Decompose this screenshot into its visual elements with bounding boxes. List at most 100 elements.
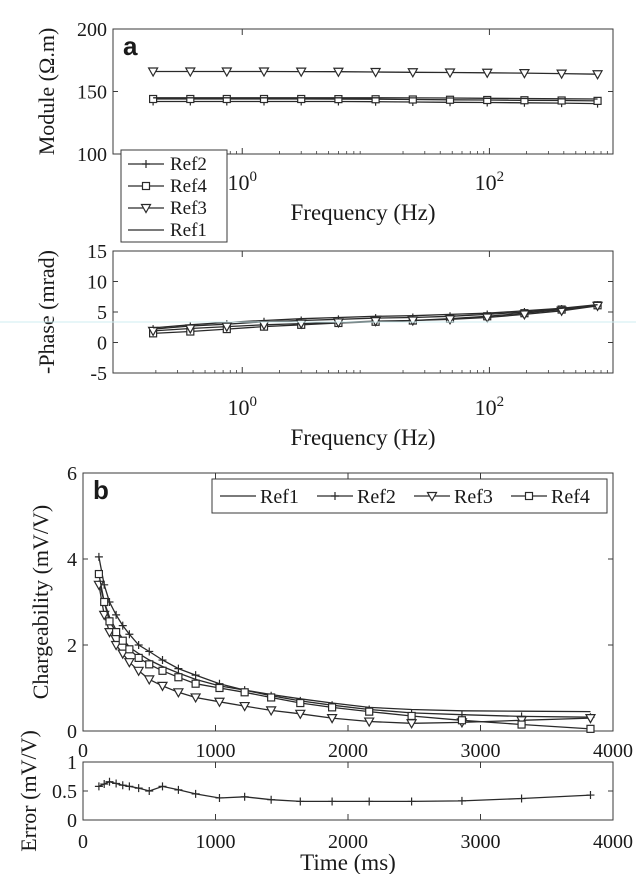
x-tick-label-1: 1000: [196, 740, 236, 762]
x-tick-label-4: 4000: [593, 740, 633, 762]
triangle-marker-8: [444, 68, 456, 79]
x-tick-label-3: 3000: [461, 831, 501, 853]
legend-label: Ref4: [551, 486, 590, 508]
square-marker-1: [141, 181, 151, 191]
y-tick-label-2: 4: [67, 549, 77, 571]
triangle-marker-5: [123, 658, 135, 668]
y-tick-label-0: 0: [67, 721, 77, 743]
legend-label: Ref2: [357, 486, 396, 508]
legend-label: Ref1: [170, 220, 207, 241]
triangle-marker-4: [295, 67, 307, 78]
plus-marker-4: [118, 621, 127, 630]
square-marker-20: [586, 724, 595, 733]
plus-marker-16: [365, 797, 374, 806]
triangle-marker-7: [143, 675, 155, 686]
square-marker-0: [149, 94, 158, 104]
plus-marker-20: [586, 791, 595, 800]
triangle-marker-4: [117, 649, 129, 660]
legend-label: Ref4: [170, 176, 207, 197]
plus-marker-1: [100, 780, 109, 789]
triangle-marker-12: [239, 701, 251, 712]
panel-letter-b: b: [93, 475, 109, 505]
chart-panel-2: 0 2 4 6 0 1000 2000 3000 4000 Chargeability (mV/V…: [28, 463, 633, 762]
triangle-marker-1: [184, 67, 196, 78]
triangle-marker-10: [518, 69, 530, 79]
legend-box: [120, 149, 228, 243]
square-marker-15: [328, 703, 337, 712]
triangle-marker-9: [481, 313, 493, 324]
triangle-marker-13: [265, 706, 277, 717]
x-tick-label-2: 2000: [328, 740, 368, 762]
square-marker-2: [222, 94, 231, 104]
legend-entry-ref4: Ref4: [128, 176, 207, 197]
legend-entry-ref2: Ref2: [317, 486, 396, 508]
square-marker-16: [365, 707, 374, 716]
y-tick-label-1: 150: [77, 82, 107, 104]
series-ref1: [153, 97, 598, 100]
square-marker-7: [408, 95, 417, 104]
plus-marker-2: [105, 777, 114, 786]
triangle-marker-16: [363, 717, 375, 728]
triangle-marker-8: [444, 315, 456, 326]
square-marker-1: [100, 597, 109, 607]
triangle-marker-20: [584, 714, 597, 724]
square-marker-4: [297, 94, 306, 104]
plus-marker-6: [134, 641, 143, 649]
square-marker-10: [191, 679, 200, 688]
series-0: [94, 777, 595, 806]
x-axis-label: Frequency (Hz): [291, 425, 436, 450]
plus-marker-3: [112, 610, 121, 619]
square-marker-1: [186, 94, 195, 104]
x-tick-label-0: 0: [78, 831, 88, 853]
square-marker-11: [557, 96, 566, 105]
plus-marker-7: [145, 647, 154, 656]
plus-marker-5: [125, 630, 134, 639]
x-tick-label-0: 100: [227, 169, 257, 195]
plus-marker-1: [331, 492, 339, 500]
plus-marker-17: [407, 797, 416, 806]
square-marker-2: [105, 617, 114, 626]
plus-marker-18: [457, 796, 466, 805]
legend-panel-b: Ref1 Ref2 Ref3 Ref4: [211, 478, 608, 514]
triangle-marker-1: [98, 610, 110, 621]
x-axis-label: Frequency (Hz): [291, 200, 436, 225]
y-axis-label: Chargeability (mV/V): [28, 505, 53, 700]
y-tick-label-3: 10: [87, 272, 107, 294]
plus-marker-10: [191, 671, 200, 680]
square-marker-12: [240, 688, 249, 697]
legend-entry-ref3: Ref3: [414, 486, 493, 508]
plus-marker-3: [112, 779, 121, 788]
square-marker-3: [524, 491, 534, 501]
triangle-marker-6: [370, 67, 382, 78]
square-marker-13: [267, 693, 276, 702]
square-marker-7: [145, 660, 154, 669]
square-marker-5: [125, 645, 134, 654]
x-tick-label-0: 100: [227, 394, 257, 420]
plus-marker-9: [174, 785, 183, 794]
square-marker-6: [134, 653, 143, 663]
y-axis-label: -Phase (mrad): [34, 250, 59, 374]
plus-marker-5: [125, 782, 134, 791]
x-tick-label-3: 3000: [461, 740, 501, 762]
triangle-marker-2: [426, 491, 438, 502]
legend-label: Ref1: [260, 486, 299, 508]
legend-entry-ref2: Ref2: [128, 154, 207, 175]
triangle-marker-8: [156, 681, 169, 692]
legend-label: Ref2: [170, 154, 207, 175]
triangle-marker-2: [140, 203, 152, 214]
y-tick-label-1: 0: [97, 333, 107, 355]
triangle-marker-3: [258, 320, 270, 331]
triangle-marker-15: [326, 714, 338, 724]
triangle-marker-11: [556, 69, 568, 80]
plus-marker-12: [240, 792, 249, 801]
triangle-marker-7: [407, 316, 419, 327]
triangle-marker-3: [258, 67, 270, 78]
y-tick-label-0: 100: [77, 144, 107, 166]
x-tick-label-1: 1000: [196, 831, 236, 853]
triangle-marker-11: [213, 697, 226, 708]
triangle-marker-5: [332, 318, 344, 329]
plus-marker-0: [94, 782, 103, 791]
